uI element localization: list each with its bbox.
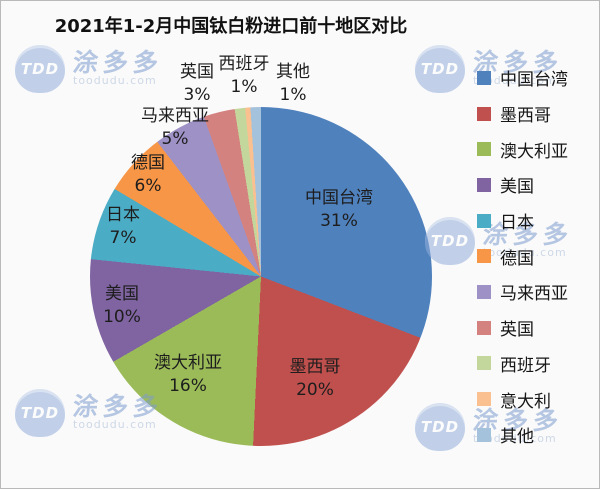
legend-label: 澳大利亚 [500,141,568,162]
legend-label: 日本 [500,213,534,234]
legend-item-taiwan: 中国台湾 [477,60,568,96]
tdd-logo-text: TDD [430,232,470,250]
tdd-logo-icon: TDD [415,403,465,451]
watermark-brand: 涂多多 [71,48,165,77]
pie-label-name: 澳大利亚 [154,353,222,373]
legend-swatch [477,106,491,121]
pie-label-value: 16% [169,376,207,396]
pie-label-name: 马来西亚 [141,106,209,126]
pie-label-germany: 德国 6% [131,152,165,198]
legend-label: 墨西哥 [500,106,551,127]
legend-swatch [477,356,491,371]
legend-item-malaysia: 马来西亚 [477,274,568,310]
chart-title: 2021年1-2月中国钛白粉进口前十地区对比 [54,16,408,37]
legend-label: 其他 [500,427,534,448]
legend-swatch [477,392,491,407]
legend-label: 中国台湾 [500,70,568,91]
legend-swatch [477,284,491,299]
pie-chart [90,107,432,446]
legend-swatch [477,142,491,157]
legend-item-spain: 西班牙 [477,346,568,382]
legend-label: 美国 [500,177,534,198]
pie-label-name: 墨西哥 [289,357,341,377]
pie-label-others: 其他 1% [276,61,310,107]
legend-label: 西班牙 [500,355,551,376]
watermark: TDD 涂多多 toodudu.com [15,45,165,93]
pie-label-australia: 澳大利亚 16% [154,352,222,398]
tdd-logo-icon: TDD [425,217,475,265]
pie-label-value: 10% [103,307,141,327]
watermark-domain: toodudu.com [73,418,157,431]
pie-label-value: 1% [230,77,258,97]
pie-label-value: 7% [109,228,137,248]
pie-label-mexico: 墨西哥 20% [290,356,341,402]
pie-label-name: 德国 [131,153,165,173]
pie-label-value: 6% [134,176,162,196]
legend-swatch [477,249,491,264]
pie-label-name: 西班牙 [218,54,270,74]
pie-label-name: 中国台湾 [305,188,373,208]
pie-label-japan: 日本 7% [106,204,140,250]
tdd-logo-text: TDD [20,60,60,78]
legend: 中国台湾 墨西哥 澳大利亚 美国 日本 德国 马来西亚 英国 [477,60,568,453]
legend-item-usa: 美国 [477,167,568,203]
tdd-logo-icon: TDD [415,45,465,93]
pie-label-spain: 西班牙 1% [219,53,270,99]
legend-swatch [477,177,491,192]
legend-swatch [477,70,491,85]
legend-swatch [477,320,491,335]
pie-label-value: 1% [279,85,307,105]
tdd-logo-text: TDD [420,418,460,436]
pie-label-value: 20% [296,380,334,400]
legend-item-others: 其他 [477,417,568,453]
pie-label-name: 其他 [276,62,310,82]
pie-label-value: 31% [320,211,358,231]
legend-label: 德国 [500,248,534,269]
pie-label-uk: 英国 3% [180,61,214,107]
pie-label-taiwan: 中国台湾 31% [305,187,373,233]
legend-swatch [477,213,491,228]
pie-label-name: 美国 [104,284,139,304]
tdd-logo-text: TDD [20,404,60,422]
pie-label-usa: 美国 10% [103,283,141,329]
legend-label: 马来西亚 [500,284,568,305]
pie-label-value: 3% [183,85,211,105]
legend-item-uk: 英国 [477,310,568,346]
legend-item-mexico: 墨西哥 [477,96,568,132]
legend-swatch [477,427,491,442]
tdd-logo-icon: TDD [15,45,65,93]
watermark-domain: toodudu.com [73,74,157,87]
legend-item-australia: 澳大利亚 [477,131,568,167]
legend-label: 意大利 [500,391,551,412]
tdd-logo-text: TDD [420,60,460,78]
pie-label-value: 5% [161,129,189,149]
pie-label-name: 英国 [180,62,214,82]
tdd-logo-icon: TDD [15,389,65,437]
legend-item-japan: 日本 [477,203,568,239]
legend-item-germany: 德国 [477,238,568,274]
pie-label-malaysia: 马来西亚 5% [141,105,209,151]
pie-label-name: 日本 [106,205,140,225]
legend-label: 英国 [500,320,534,341]
legend-item-italy: 意大利 [477,381,568,417]
